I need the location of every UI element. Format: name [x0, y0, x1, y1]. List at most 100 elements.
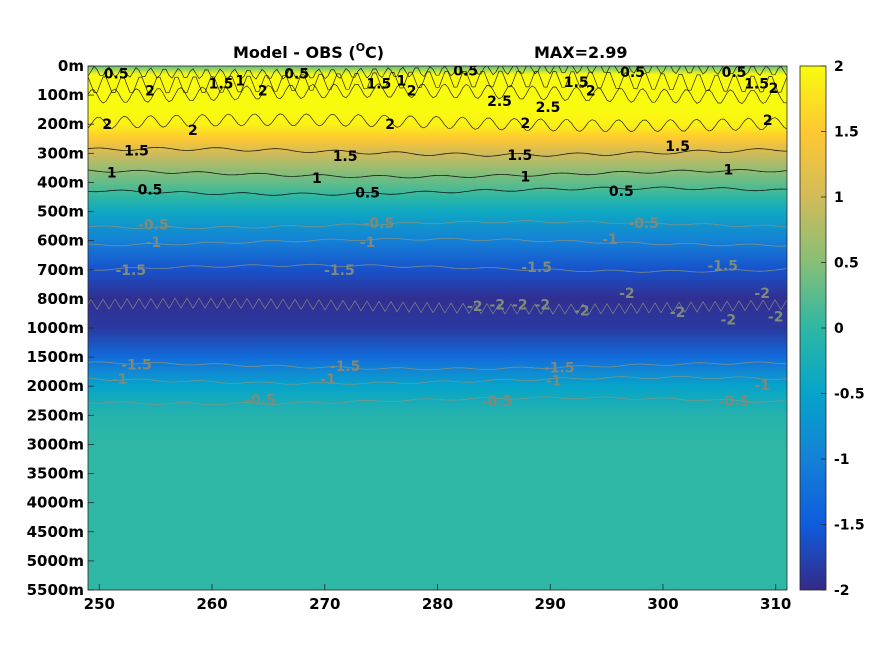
colorbar-tick-label: 1 [834, 190, 844, 206]
contour-label: -1.5 [330, 359, 361, 375]
contour-line [88, 263, 787, 273]
y-tick-label: 5500m [27, 581, 84, 599]
contour-line [88, 169, 787, 179]
y-tick-label: 2000m [27, 377, 84, 395]
y-tick-label: 3000m [27, 435, 84, 453]
y-tick-label: 600m [37, 232, 84, 250]
contour-label: -2 [512, 298, 528, 314]
colorbar-tick-label: -2 [834, 583, 850, 599]
contour-label: -0.5 [482, 394, 513, 410]
contour-label: 2 [586, 84, 596, 100]
contour-label: 2.5 [536, 100, 561, 116]
contour-label: 1.5 [665, 139, 690, 155]
contour-line [88, 83, 787, 105]
y-tick-label: 0m [58, 57, 84, 75]
contour-label: 0.5 [453, 63, 478, 79]
contour-label: 1.5 [366, 77, 391, 93]
contour-label: 1 [521, 170, 531, 186]
y-tick-label: 300m [37, 144, 84, 162]
contour-label: 2 [102, 117, 112, 133]
contour-label: 0.5 [104, 66, 129, 82]
contour-label: -1.5 [544, 360, 575, 376]
contour-label: 2 [521, 116, 531, 132]
colorbar-tick-label: 0 [834, 321, 844, 337]
y-tick-label: 3500m [27, 465, 84, 483]
contour-label: 2.5 [487, 94, 512, 110]
contour-line [88, 186, 787, 196]
contour-label: -0.5 [628, 216, 659, 232]
contour-label: -1 [112, 372, 128, 388]
contour-label: -1.5 [115, 263, 146, 279]
contour-label: -0.5 [245, 392, 276, 408]
contour-label: 0.5 [609, 184, 634, 200]
plot-area: 0.52 1.5 120.51.5 120.52.5 2.51.520.5 0.51.5 2… [88, 63, 787, 590]
contour-line [88, 361, 787, 371]
contour-label: -2 [535, 298, 551, 314]
contour-line [88, 376, 787, 385]
contour-label: 2 [188, 123, 198, 139]
contour-label: 1.5 [744, 77, 769, 93]
contour-label: -1.5 [324, 263, 355, 279]
contour-label: -2 [490, 298, 506, 314]
y-tick-label: 4000m [27, 494, 84, 512]
contour-label: -2 [467, 299, 483, 315]
contour-line [88, 220, 787, 229]
max-value-label: MAX=2.99 [534, 43, 628, 62]
contour-label: -2 [574, 304, 590, 320]
contour-label: -2 [721, 312, 737, 328]
contour-label: -2 [768, 309, 784, 325]
contour-label: 0.5 [722, 65, 747, 81]
contour-label: -1 [546, 373, 562, 389]
contour-label: -1 [602, 232, 618, 248]
colorbar-tick-label: 0.5 [834, 256, 859, 272]
contour-label: -1.5 [521, 260, 552, 276]
contour-line [88, 146, 787, 157]
contour-label: 2 [385, 117, 395, 133]
y-tick-label: 2500m [27, 406, 84, 424]
contour-label: 1.5 [507, 148, 532, 164]
y-tick-label: 1500m [27, 348, 84, 366]
y-tick-label: 500m [37, 203, 84, 221]
contour-label: -2 [670, 305, 686, 321]
x-axis: 250 260 270 280 290 300 310 [84, 584, 791, 613]
contour-label: 2 [258, 84, 268, 100]
contour-label: -0.5 [719, 394, 750, 410]
x-tick-label: 260 [196, 595, 227, 613]
y-tick-label: 700m [37, 261, 84, 279]
contour-label: 1.5 [333, 149, 358, 165]
y-tick-label: 5000m [27, 552, 84, 570]
contour-line [88, 66, 787, 80]
contour-line [88, 237, 787, 247]
temperature-field [88, 66, 787, 590]
contour-labels: 0.52 1.5 120.51.5 120.52.5 2.51.520.5 0.51.5 2… [102, 63, 784, 410]
chart-title: Model - OBS (OC) [233, 41, 384, 62]
colorbar-tick-label: -0.5 [834, 387, 865, 403]
contour-line [88, 70, 787, 94]
contour-label: 2 [407, 84, 417, 100]
y-tick-label: 100m [37, 86, 84, 104]
x-tick-label: 310 [760, 595, 791, 613]
colorbar-tick-label: -1 [834, 452, 850, 468]
contour-label: -2 [754, 286, 770, 302]
contour-label: -1 [320, 372, 336, 388]
contour-label: -1 [146, 235, 162, 251]
x-tick-label: 300 [647, 595, 678, 613]
contour-label: -1.5 [121, 357, 152, 373]
contour-label: 1 [107, 165, 117, 181]
y-tick-label: 400m [37, 173, 84, 191]
y-axis: 0m 100m 200m 300m 400m 500m 600m 700m 800m 1000m 1… [27, 57, 94, 599]
x-tick-label: 270 [309, 595, 340, 613]
contour-label: 1.5 [564, 75, 589, 91]
x-tick-label: 250 [84, 595, 115, 613]
contour-label: 1.5 [209, 77, 234, 93]
contour-label: -1.5 [707, 258, 738, 274]
contour-label: 0.5 [355, 186, 380, 202]
contour-label: 2 [763, 113, 773, 129]
x-tick-label: 290 [535, 595, 566, 613]
contour-line [88, 396, 787, 406]
contour-label: 1 [312, 171, 322, 187]
colorbar-tick-label: 1.5 [834, 125, 859, 141]
contour-label: 1 [724, 162, 734, 178]
contour-lines [88, 66, 787, 406]
